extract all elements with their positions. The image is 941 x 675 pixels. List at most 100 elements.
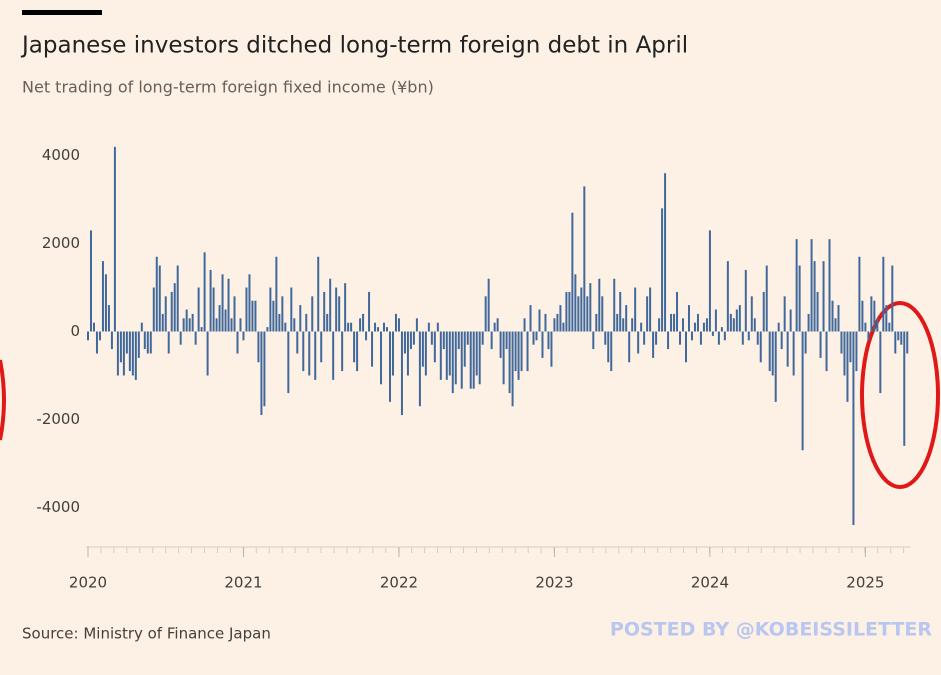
- bar: [203, 252, 206, 332]
- bar: [451, 331, 454, 394]
- bar: [113, 146, 116, 332]
- bar: [843, 331, 846, 376]
- bar: [481, 331, 484, 345]
- bar: [508, 331, 511, 394]
- bar: [673, 313, 676, 332]
- bar: [622, 318, 625, 332]
- bar: [643, 331, 646, 345]
- bar: [478, 331, 481, 385]
- bar: [679, 331, 682, 345]
- bar: [406, 331, 409, 376]
- bar: [436, 322, 439, 332]
- bar: [762, 291, 765, 332]
- bar: [493, 322, 496, 332]
- bar: [388, 331, 391, 402]
- bar: [559, 305, 562, 332]
- bar: [768, 331, 771, 372]
- bar: [816, 291, 819, 332]
- bar: [257, 331, 260, 363]
- bar: [242, 331, 245, 341]
- bar: [696, 313, 699, 332]
- bar: [119, 331, 122, 363]
- bar: [726, 261, 729, 332]
- bar: [98, 331, 101, 341]
- bar: [397, 318, 400, 332]
- bar: [753, 318, 756, 332]
- bar: [323, 291, 326, 332]
- bar: [463, 331, 466, 367]
- bar: [804, 331, 807, 354]
- bar: [326, 313, 329, 332]
- bar: [418, 331, 421, 407]
- bar: [176, 265, 179, 332]
- bar: [870, 296, 873, 332]
- bar: [837, 305, 840, 332]
- bar: [687, 305, 690, 332]
- bar: [457, 331, 460, 350]
- bar: [287, 331, 290, 394]
- bar: [353, 331, 356, 363]
- bar: [685, 331, 687, 363]
- bar: [556, 313, 559, 332]
- bar: [541, 331, 544, 358]
- bar: [858, 256, 861, 332]
- bar: [254, 300, 257, 332]
- bar: [427, 322, 430, 332]
- x-tick-label: 2024: [691, 574, 729, 592]
- bar: [888, 322, 891, 332]
- bar: [332, 331, 335, 380]
- bar: [215, 318, 218, 332]
- bar: [311, 296, 314, 332]
- bar: [786, 331, 789, 367]
- highlight-ellipse: [860, 301, 940, 489]
- bar: [116, 331, 119, 376]
- y-tick-label: -2000: [36, 410, 80, 428]
- bar: [676, 291, 679, 332]
- bar: [885, 305, 888, 332]
- bar: [661, 208, 664, 332]
- bar: [625, 305, 628, 332]
- bar: [879, 331, 882, 394]
- bar: [212, 287, 215, 332]
- bar: [520, 331, 523, 372]
- bar: [415, 318, 418, 332]
- bar: [649, 287, 652, 332]
- bar: [380, 331, 383, 385]
- bar: [302, 331, 305, 372]
- bar: [634, 287, 637, 332]
- bar: [383, 322, 386, 332]
- bar: [565, 291, 568, 332]
- bar: [550, 331, 553, 367]
- bar: [248, 274, 251, 332]
- bar: [131, 331, 134, 376]
- bar: [789, 309, 792, 332]
- bar: [430, 331, 433, 345]
- bar: [810, 239, 813, 332]
- bar: [137, 331, 140, 358]
- bar: [586, 296, 589, 332]
- bar: [855, 331, 858, 372]
- bar: [164, 296, 167, 332]
- bar: [756, 331, 759, 345]
- bar: [514, 331, 517, 372]
- watermark: POSTED BY @KOBEISSILETTER: [610, 619, 932, 641]
- bar: [667, 331, 670, 350]
- bar: [110, 331, 113, 350]
- x-tick-label: 2023: [535, 574, 573, 592]
- bar: [107, 305, 110, 332]
- bar: [774, 331, 777, 402]
- bar: [272, 300, 275, 332]
- bar: [224, 309, 227, 332]
- bar: [538, 309, 541, 332]
- bar: [338, 296, 341, 332]
- bar: [317, 256, 320, 332]
- bar: [299, 305, 302, 332]
- bar: [329, 278, 332, 332]
- bar: [583, 186, 586, 332]
- bar: [828, 239, 831, 332]
- bar: [616, 313, 619, 332]
- bar: [308, 331, 311, 376]
- bar: [341, 331, 344, 372]
- bar: [747, 331, 750, 341]
